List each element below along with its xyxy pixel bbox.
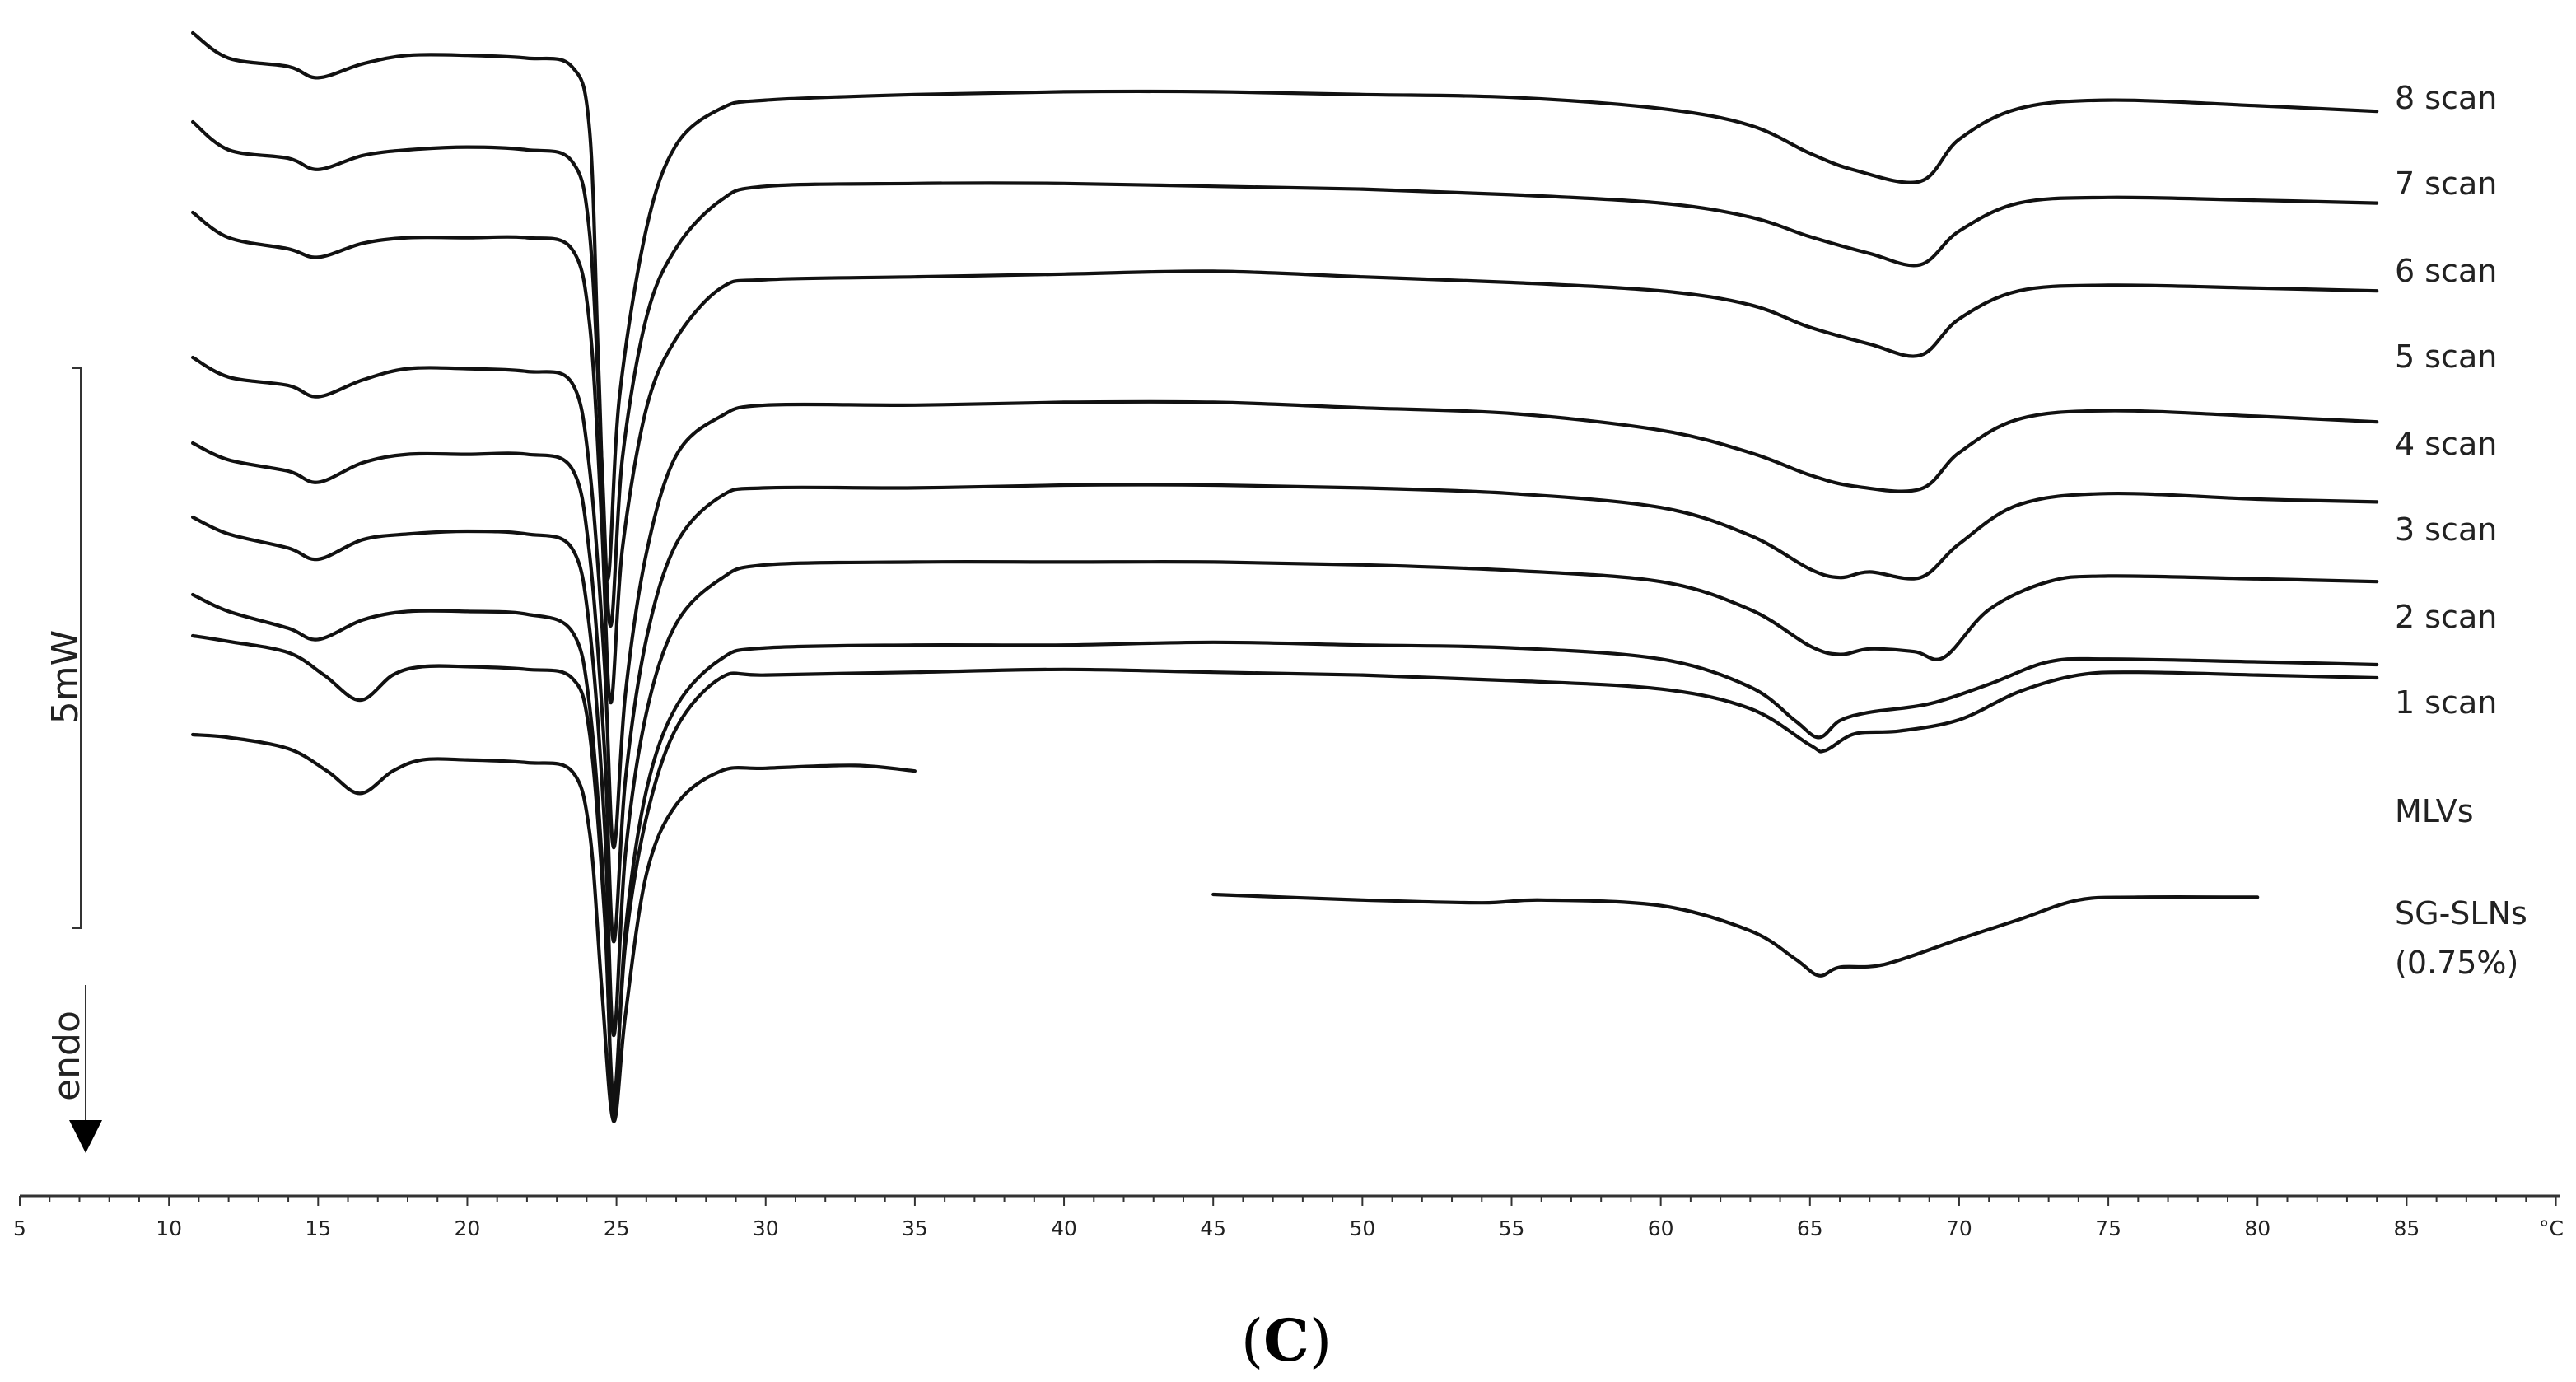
x-tick-label: 35: [902, 1216, 928, 1240]
x-tick-label: 80: [2244, 1216, 2270, 1240]
x-tick-label: 25: [604, 1216, 630, 1240]
thermogram-curves: [191, 30, 2379, 1123]
x-tick-label: 40: [1051, 1216, 1077, 1240]
series-curve-9: [191, 732, 917, 1123]
x-tick-label: 20: [455, 1216, 481, 1240]
endo-direction: endo: [46, 985, 102, 1153]
scale-bar: 5mW: [44, 367, 86, 929]
series-curve-6: [191, 515, 2379, 1038]
x-tick-label: 75: [2095, 1216, 2121, 1240]
series-label: 7 scan: [2395, 166, 2497, 202]
x-tick-label: 15: [305, 1216, 331, 1240]
series-label: 6 scan: [2395, 253, 2497, 289]
series-label: SG-SLNs: [2395, 895, 2527, 931]
series-labels: 8 scan 7 scan 6 scan 5 scan 4 scan 3 scan 2 sc…: [2395, 80, 2527, 981]
series-label: 4 scan: [2395, 426, 2497, 462]
arrow-down-icon: [69, 1120, 102, 1153]
panel-label-close: ): [1309, 1307, 1332, 1375]
x-tick-label: 5: [13, 1216, 26, 1240]
series-curve-7: [191, 592, 2379, 1115]
endo-label: endo: [46, 1011, 88, 1101]
x-tick-label: 50: [1349, 1216, 1375, 1240]
scale-bar-label: 5mW: [44, 630, 86, 724]
x-tick-label: 45: [1200, 1216, 1226, 1240]
series-curve-8: [191, 633, 2379, 1100]
series-curve-4: [191, 355, 2379, 850]
series-label: 1 scan: [2395, 684, 2497, 721]
series-label: (0.75%): [2395, 945, 2518, 981]
series-curve-1: [191, 30, 2379, 581]
series-curve-3: [191, 210, 2379, 705]
panel-label-open: (: [1241, 1307, 1263, 1375]
x-tick-label: 85: [2393, 1216, 2420, 1240]
series-label: 8 scan: [2395, 80, 2497, 116]
x-tick-label: 10: [156, 1216, 182, 1240]
panel-label-letter: C: [1263, 1306, 1309, 1375]
x-axis-ticks: 5 10 15 20 25 30 35 40 45 50 55 60 65 70 75 80 85: [13, 1196, 2557, 1240]
x-tick-label: 55: [1499, 1216, 1525, 1240]
panel-label: (C): [1241, 1306, 1332, 1375]
x-axis-unit: °C: [2539, 1216, 2564, 1240]
series-curve-10: [1211, 892, 2260, 978]
series-label: 5 scan: [2395, 338, 2497, 375]
x-tick-label: 60: [1648, 1216, 1674, 1240]
x-tick-label: 65: [1797, 1216, 1823, 1240]
x-tick-label: 70: [1946, 1216, 1972, 1240]
series-label: 3 scan: [2395, 511, 2497, 548]
x-tick-label: 30: [753, 1216, 779, 1240]
series-curve-2: [191, 119, 2379, 628]
series-label: MLVs: [2395, 793, 2474, 829]
series-label: 2 scan: [2395, 599, 2497, 635]
series-curve-5: [191, 441, 2379, 944]
